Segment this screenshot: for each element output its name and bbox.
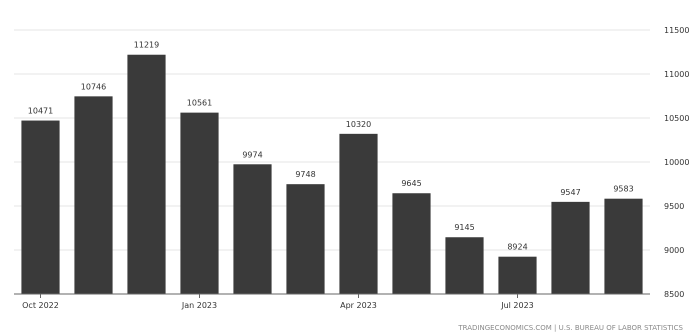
bar bbox=[286, 184, 325, 294]
y-tick-label: 10000 bbox=[664, 158, 689, 167]
bar bbox=[498, 256, 537, 294]
data-label: 9748 bbox=[295, 170, 315, 179]
data-label: 10561 bbox=[187, 99, 212, 108]
grid-lines bbox=[14, 29, 650, 295]
bar bbox=[127, 54, 166, 295]
bar bbox=[233, 164, 272, 294]
y-tick-label: 8500 bbox=[664, 290, 684, 299]
x-tick-label: Apr 2023 bbox=[340, 301, 377, 310]
data-label: 9547 bbox=[560, 188, 580, 197]
data-label: 9145 bbox=[454, 223, 474, 232]
data-label: 11219 bbox=[134, 41, 159, 50]
x-tick-label: Oct 2022 bbox=[22, 301, 59, 310]
y-tick-label: 9500 bbox=[664, 202, 684, 211]
bar bbox=[74, 96, 113, 295]
data-labels: 10471 10746 11219 10561 9974 9748 10320 9645 914… bbox=[28, 41, 634, 252]
data-label: 10320 bbox=[346, 120, 371, 129]
data-label: 10746 bbox=[81, 82, 106, 91]
y-tick-label: 11500 bbox=[664, 26, 689, 35]
y-tick-label: 9000 bbox=[664, 246, 684, 255]
data-label: 8924 bbox=[507, 243, 527, 252]
bars bbox=[21, 54, 643, 295]
bar bbox=[445, 237, 484, 294]
bar bbox=[180, 112, 219, 295]
data-label: 9645 bbox=[401, 179, 421, 188]
bar bbox=[551, 201, 590, 294]
bar bbox=[604, 198, 643, 294]
data-label: 9974 bbox=[242, 150, 262, 159]
bar bbox=[392, 193, 431, 294]
data-label: 9583 bbox=[613, 185, 633, 194]
y-tick-label: 10500 bbox=[664, 114, 689, 123]
bar bbox=[21, 120, 60, 294]
y-tick-label: 11000 bbox=[664, 70, 689, 79]
x-tick-label: Jan 2023 bbox=[181, 301, 217, 310]
x-tick-label: Jul 2023 bbox=[500, 301, 534, 310]
y-axis-ticks: 8500 9000 9500 10000 10500 11000 11500 bbox=[664, 26, 689, 299]
data-label: 10471 bbox=[28, 107, 53, 116]
source-note: TRADINGECONOMICS.COM | U.S. BUREAU OF LA… bbox=[457, 324, 683, 332]
x-axis-ticks: Oct 2022 Jan 2023 Apr 2023 Jul 2023 bbox=[14, 293, 650, 310]
bar bbox=[339, 133, 378, 294]
